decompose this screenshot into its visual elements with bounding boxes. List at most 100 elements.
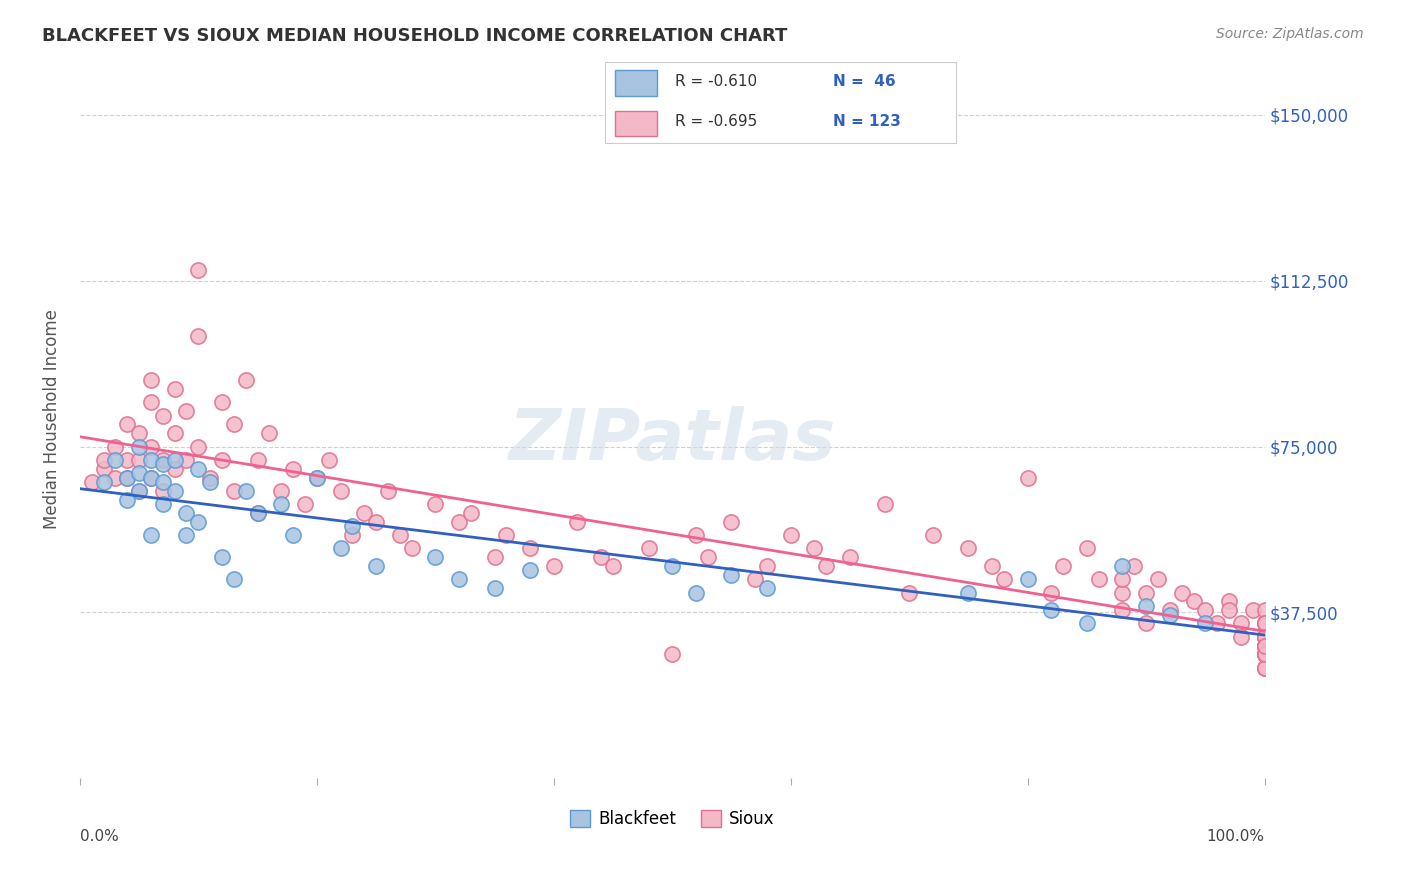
Point xyxy=(1253,616,1275,631)
Point xyxy=(281,461,304,475)
Text: R = -0.695: R = -0.695 xyxy=(675,114,756,129)
Point xyxy=(235,483,257,498)
Point xyxy=(495,528,517,542)
Point xyxy=(1253,639,1275,653)
Point xyxy=(128,426,150,441)
Point xyxy=(187,262,209,277)
Point xyxy=(875,497,897,511)
Point xyxy=(1230,616,1253,631)
Point xyxy=(1253,639,1275,653)
Point xyxy=(1182,594,1205,608)
Point xyxy=(117,417,139,432)
Point xyxy=(128,466,150,480)
Point xyxy=(342,528,364,542)
Point xyxy=(364,515,387,529)
Point xyxy=(744,572,766,586)
Point xyxy=(152,475,174,489)
Point xyxy=(163,453,186,467)
Point xyxy=(1135,585,1157,599)
Point xyxy=(720,515,742,529)
Point xyxy=(117,470,139,484)
Point xyxy=(1253,639,1275,653)
Point xyxy=(1206,616,1229,631)
Point xyxy=(484,581,506,595)
Point xyxy=(117,453,139,467)
Point xyxy=(1253,648,1275,662)
Point xyxy=(1040,603,1063,617)
Point xyxy=(163,483,186,498)
Point xyxy=(401,541,423,556)
Point xyxy=(839,550,862,565)
Point xyxy=(294,497,316,511)
Point xyxy=(756,558,779,573)
Point xyxy=(1135,599,1157,613)
Point xyxy=(139,440,162,454)
Point xyxy=(1253,648,1275,662)
Point xyxy=(176,404,198,418)
Text: BLACKFEET VS SIOUX MEDIAN HOUSEHOLD INCOME CORRELATION CHART: BLACKFEET VS SIOUX MEDIAN HOUSEHOLD INCO… xyxy=(42,27,787,45)
Point xyxy=(1218,603,1240,617)
Point xyxy=(104,470,127,484)
Point xyxy=(602,558,624,573)
Point xyxy=(447,515,470,529)
Point xyxy=(1253,639,1275,653)
Point xyxy=(246,506,269,520)
Point xyxy=(163,461,186,475)
Point xyxy=(1040,585,1063,599)
Point xyxy=(898,585,921,599)
Point xyxy=(187,440,209,454)
Point xyxy=(756,581,779,595)
Text: Source: ZipAtlas.com: Source: ZipAtlas.com xyxy=(1216,27,1364,41)
Point xyxy=(364,558,387,573)
Point xyxy=(957,585,980,599)
Point xyxy=(591,550,613,565)
Point xyxy=(139,470,162,484)
Point xyxy=(543,558,565,573)
Point xyxy=(176,453,198,467)
Point xyxy=(425,497,447,511)
Text: ZIPatlas: ZIPatlas xyxy=(509,406,837,475)
Point xyxy=(1241,603,1264,617)
Point xyxy=(187,329,209,343)
Point xyxy=(222,572,245,586)
Point xyxy=(117,492,139,507)
Point xyxy=(152,409,174,423)
Point xyxy=(259,426,281,441)
Point xyxy=(1253,630,1275,644)
Point xyxy=(377,483,399,498)
Point xyxy=(1253,661,1275,675)
Point xyxy=(139,528,162,542)
Point xyxy=(1253,648,1275,662)
Point xyxy=(163,382,186,396)
Point xyxy=(211,395,233,409)
Point xyxy=(222,483,245,498)
Point xyxy=(1253,616,1275,631)
Point xyxy=(388,528,411,542)
Point xyxy=(779,528,801,542)
Point xyxy=(1253,648,1275,662)
Legend: Blackfeet, Sioux: Blackfeet, Sioux xyxy=(562,803,782,835)
Y-axis label: Median Household Income: Median Household Income xyxy=(44,309,60,529)
Point xyxy=(1253,616,1275,631)
Point xyxy=(981,558,1004,573)
Point xyxy=(957,541,980,556)
Point xyxy=(152,483,174,498)
Point xyxy=(163,426,186,441)
Point xyxy=(637,541,659,556)
Point xyxy=(104,440,127,454)
Point xyxy=(425,550,447,565)
Point xyxy=(1111,585,1133,599)
Point xyxy=(270,483,292,498)
Point xyxy=(1147,572,1170,586)
Point xyxy=(329,541,352,556)
Point xyxy=(803,541,825,556)
Point xyxy=(305,470,328,484)
Point xyxy=(211,453,233,467)
Point xyxy=(235,373,257,387)
Point xyxy=(1170,585,1192,599)
Point xyxy=(1253,616,1275,631)
Point xyxy=(1123,558,1146,573)
Point xyxy=(1253,630,1275,644)
Point xyxy=(1253,630,1275,644)
Point xyxy=(139,453,162,467)
